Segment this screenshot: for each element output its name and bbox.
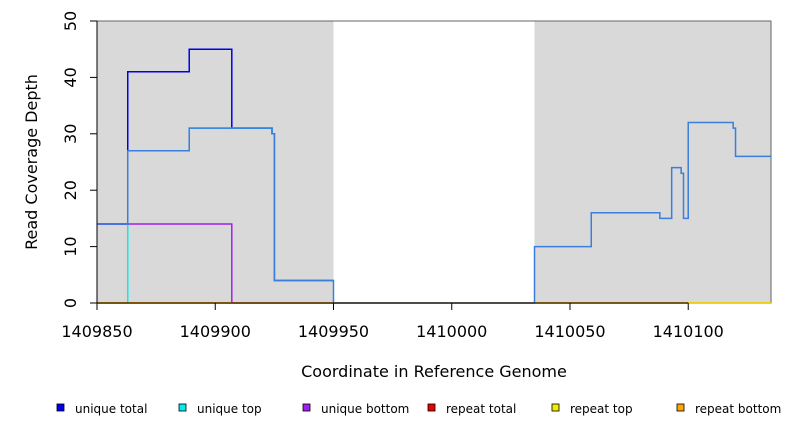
shaded-regions [97,21,771,303]
x-tick-label: 1410050 [534,322,605,341]
x-axis: 1409850 1409900 1409950 1410000 1410050 14101… [61,302,724,341]
x-axis-title: Coordinate in Reference Genome [301,362,567,381]
y-axis: 0 10 20 30 40 50 [61,11,98,308]
y-tick-label: 0 [61,298,80,308]
legend-label-unique-top: unique top [197,402,262,416]
legend: unique total unique top unique bottom repea… [56,402,781,416]
shaded-region-1 [97,21,334,303]
legend-swatch-repeat-total [427,403,436,412]
series-line-combined [97,121,771,304]
y-tick-label: 50 [61,11,80,31]
x-tick-label: 1409850 [61,322,132,341]
x-tick-label: 1409900 [180,322,251,341]
legend-swatch-unique-bottom [302,403,311,412]
x-tick-label: 1410000 [416,322,487,341]
y-axis-title: Read Coverage Depth [22,74,41,250]
legend-label-unique-bottom: unique bottom [321,402,409,416]
y-tick-label: 20 [61,180,80,200]
legend-swatch-unique-total [56,403,65,412]
legend-label-repeat-top: repeat top [570,402,633,416]
legend-label-unique-total: unique total [75,402,147,416]
x-tick-label: 1410100 [653,322,724,341]
legend-label-repeat-bottom: repeat bottom [695,402,781,416]
legend-label-repeat-total: repeat total [446,402,516,416]
legend-swatch-unique-top [178,403,187,412]
y-tick-label: 30 [61,124,80,144]
y-tick-label: 10 [61,236,80,256]
x-tick-label: 1409950 [298,322,369,341]
y-tick-label: 40 [61,67,80,87]
shaded-region-2 [534,21,771,303]
legend-swatch-repeat-top [551,403,560,412]
legend-swatch-repeat-bottom [676,403,685,412]
